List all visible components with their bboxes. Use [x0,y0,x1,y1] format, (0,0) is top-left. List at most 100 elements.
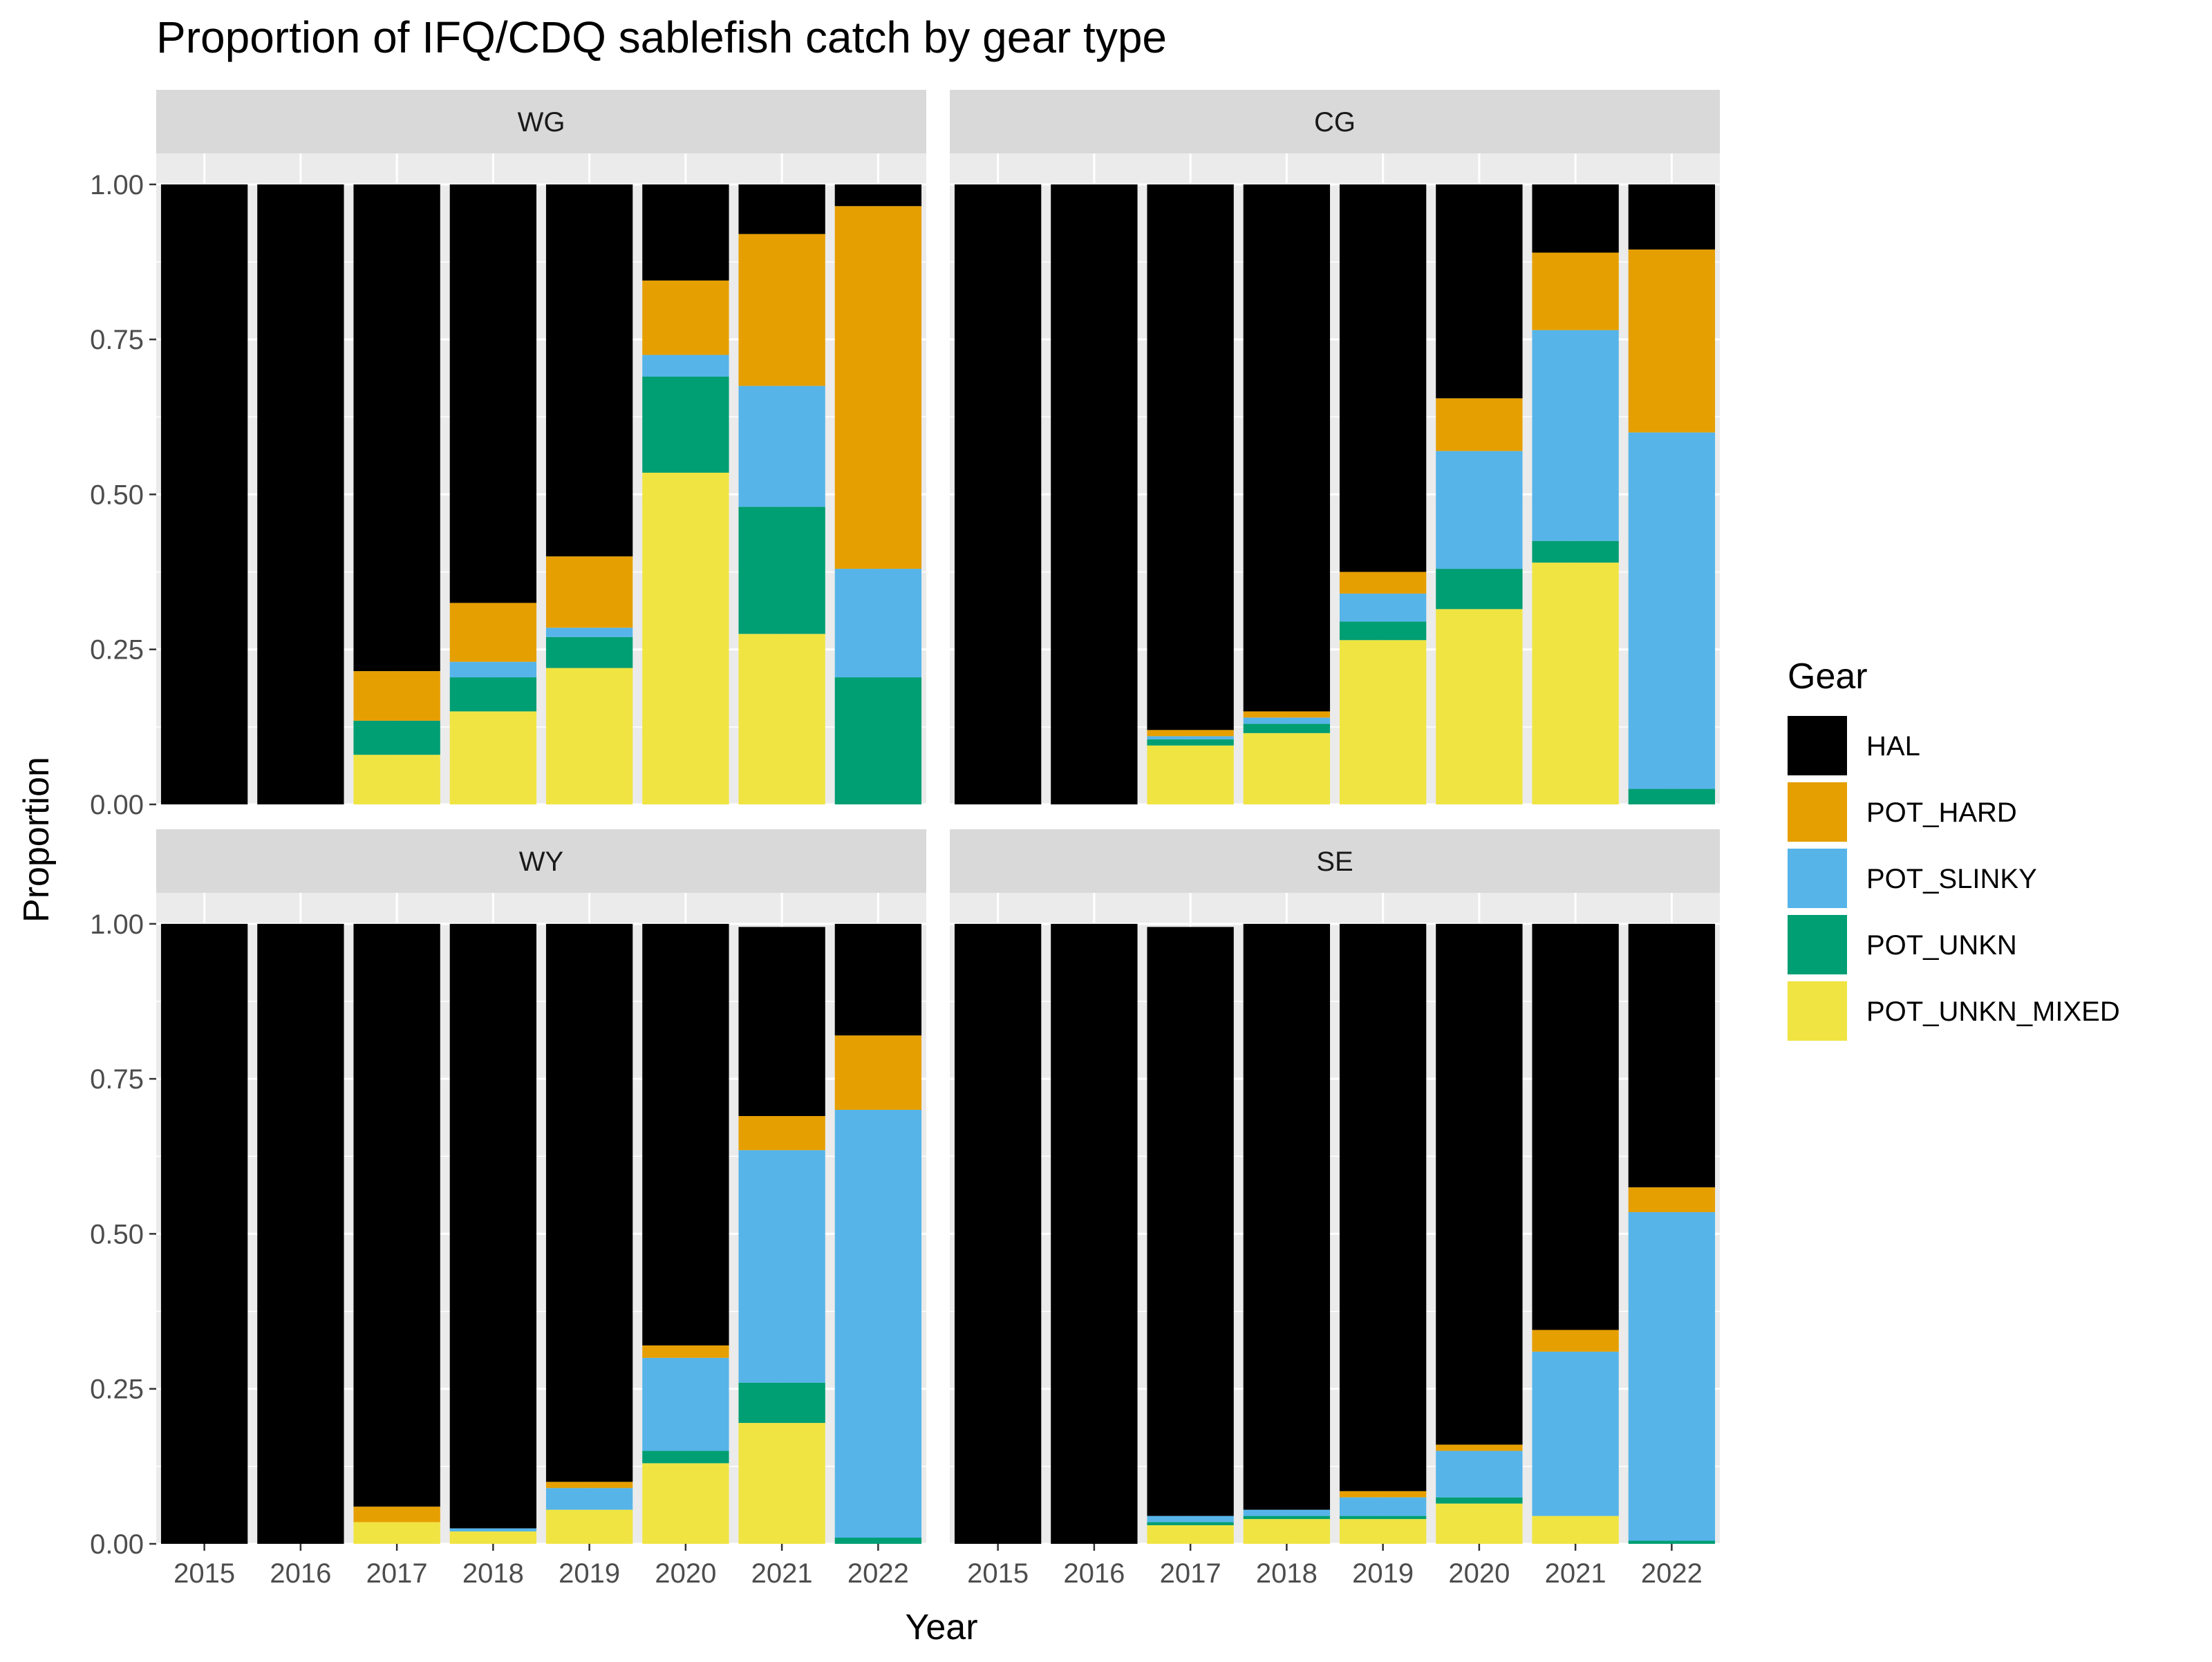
x-tick-label: 2021 [751,1558,813,1589]
bar-segment-pot-hard [834,206,922,569]
legend-label: POT_UNKN_MIXED [1866,997,2120,1027]
bar-segment-hal [1243,184,1331,712]
bar-segment-pot-hard [834,1035,922,1110]
chart-title: Proportion of IFQ/CDQ sablefish catch by… [156,12,1167,62]
bar-segment-hal [449,923,537,1529]
bar-segment-hal [642,184,729,281]
legend-key-pot-unkn-mixed [1788,981,1847,1041]
bar-segment-pot-slinky [834,1110,922,1538]
bar-segment-pot-hard [1147,730,1234,737]
bar-segment-pot-hard [1628,249,1716,433]
bar-segment-pot-unkn [1147,739,1234,746]
x-tick-label: 2017 [366,1558,428,1589]
bar-segment-pot-unkn-mixed [642,1463,729,1544]
bar-segment-pot-slinky [545,627,633,637]
bar-segment-pot-unkn [545,636,633,668]
bar-segment-hal [954,923,1042,1544]
x-tick-label: 2016 [270,1558,331,1589]
bar-segment-hal [1147,927,1234,1516]
x-axis-layer: 2015 2016 2017 2018 2019 2020 2021 2022 2015 2016… [174,1544,1703,1589]
bar-segment-pot-unkn-mixed [1436,609,1523,804]
bar-segment-hal [642,923,729,1345]
facet-wy: WY 0.00 0.25 0.50 0.75 1.00 [90,829,926,1560]
bar-segment-pot-unkn-mixed [545,1509,633,1544]
legend-label: HAL [1866,731,1920,762]
bar-segment-hal [1051,923,1138,1544]
bar-segment-pot-unkn [1243,1515,1331,1520]
facet-strip [950,90,1720,153]
y-tick-label: 0.50 [90,480,144,510]
bar-segment-pot-slinky [738,1150,825,1383]
x-tick-label: 2016 [1063,1558,1125,1589]
legend-key-pot-slinky [1788,849,1847,908]
y-tick-label: 0.00 [90,1529,144,1560]
y-tick-label: 0.75 [90,1064,144,1095]
legend: Gear HAL POT_HARD POT_SLINKY POT_UNKN POT_UN… [1788,657,2120,1041]
x-tick-label: 2019 [1352,1558,1414,1589]
bar-segment-hal [449,184,537,603]
bar-segment-pot-slinky [1147,1515,1234,1522]
y-tick-label: 0.50 [90,1219,144,1249]
bar-segment-pot-hard [353,671,440,721]
bar-segment-pot-unkn [642,376,729,473]
bar-segment-pot-hard [738,234,825,386]
bar-segment-pot-unkn-mixed [1339,1519,1427,1544]
bar-segment-pot-unkn [1243,724,1331,733]
bar-segment-hal [738,184,825,234]
bar-segment-hal [834,184,922,207]
facet-strip-label: CG [1314,107,1356,138]
legend-items: HAL POT_HARD POT_SLINKY POT_UNKN POT_UNKN_MI… [1788,716,2120,1041]
x-tick-label: 2020 [655,1558,716,1589]
bar-segment-hal [1532,184,1619,253]
bar-segment-pot-hard [545,556,633,628]
x-tick-label: 2020 [1448,1558,1510,1589]
x-tick-label: 2015 [174,1558,235,1589]
legend-title: Gear [1788,657,1868,697]
bar-segment-pot-unkn-mixed [642,473,729,804]
bar-segment-pot-unkn-mixed [1147,1525,1234,1544]
bar-segment-pot-slinky [1532,1351,1619,1516]
bar-segment-pot-slinky [1436,451,1523,569]
x-tick-label: 2018 [1256,1558,1318,1589]
bar-segment-pot-unkn [1339,1515,1427,1520]
bar-segment-pot-slinky [1628,1212,1716,1541]
facet-strip [156,90,926,153]
bar-segment-pot-unkn-mixed [1532,1515,1619,1544]
bar-segment-hal [738,927,825,1116]
bar-segment-pot-unkn-mixed [545,668,633,804]
bar-segment-hal [545,184,633,557]
bar-segment-pot-unkn-mixed [1243,1519,1331,1544]
bar-segment-pot-hard [449,603,537,662]
x-tick-label: 2017 [1160,1558,1221,1589]
bar-segment-pot-unkn [353,720,440,755]
x-axis-title: Year [905,1607,977,1647]
bar-segment-pot-unkn [1436,569,1523,610]
legend-key-pot-hard [1788,782,1847,842]
bar-segment-hal [1436,184,1523,399]
bar-segment-pot-hard [1436,1444,1523,1451]
bar-segment-pot-unkn [1436,1497,1523,1504]
bar-segment-pot-unkn-mixed [738,634,825,804]
facets-layer: WG 0.00 0.25 0.50 0.75 1.00 CG WY 0.00 0.25 0.50 0.… [90,90,1720,1560]
bar-segment-pot-hard [545,1482,633,1489]
bar-segment-hal [160,923,248,1544]
x-tick-label: 2018 [462,1558,524,1589]
x-tick-label: 2022 [1641,1558,1703,1589]
bar-segment-pot-unkn-mixed [353,1522,440,1544]
bar-segment-pot-hard [738,1115,825,1151]
bar-segment-pot-unkn-mixed [449,711,537,804]
bar-segment-pot-slinky [545,1488,633,1510]
x-tick-label: 2022 [847,1558,909,1589]
bar-segment-pot-hard [1436,398,1523,451]
y-tick-label: 0.25 [90,635,144,665]
bar-segment-pot-hard [642,1345,729,1358]
legend-label: POT_HARD [1866,797,2017,828]
bar-segment-pot-hard [1628,1187,1716,1213]
bar-segment-pot-hard [353,1507,440,1522]
bar-segment-pot-hard [1532,1330,1619,1352]
bar-segment-hal [1628,184,1716,250]
bar-segment-pot-slinky [642,355,729,377]
bar-segment-pot-hard [642,280,729,355]
bar-segment-pot-unkn [1147,1522,1234,1526]
